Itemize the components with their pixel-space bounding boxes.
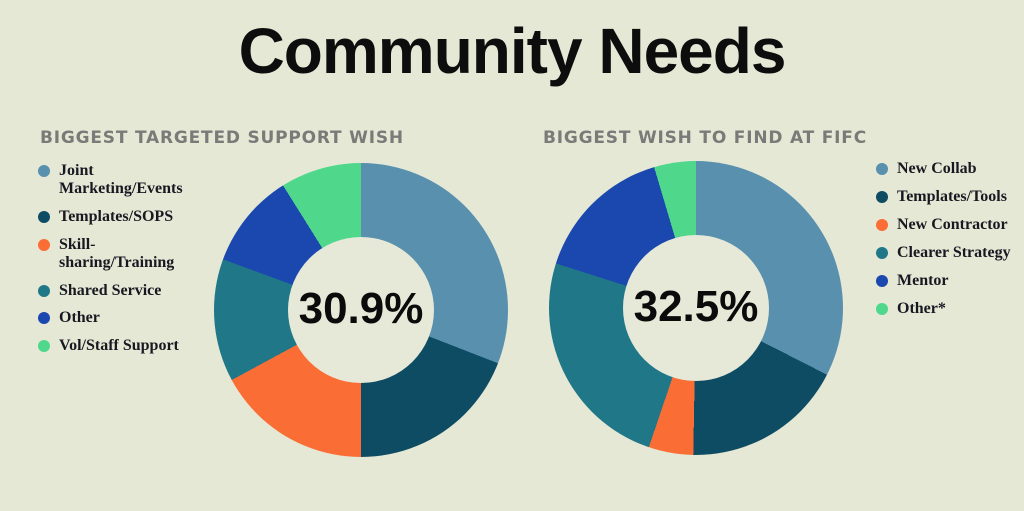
legend-item: Vol/Staff Support [38, 337, 208, 355]
legend-swatch-icon [38, 284, 50, 297]
legend-item: Other [38, 309, 208, 327]
donut-hole [288, 237, 434, 383]
legend-label: Mentor [897, 271, 949, 289]
legend-label: Templates/Tools [897, 187, 1007, 205]
legend-targeted-support: Joint Marketing/Events Templates/SOPS Skil… [38, 162, 208, 355]
legend-item: New Contractor [876, 216, 1024, 234]
legend-label: Skill-sharing/Training [59, 235, 175, 271]
legend-label: Joint Marketing/Events [59, 162, 183, 197]
legend-item: Templates/SOPS [38, 208, 208, 226]
legend-label: New Contractor [897, 215, 1008, 233]
legend-swatch-icon [38, 210, 50, 223]
donut-hole [623, 235, 769, 381]
legend-item: Shared Service [38, 282, 208, 300]
legend-swatch-icon [876, 274, 888, 287]
page-title: Community Needs [238, 15, 787, 87]
legend-item: Joint Marketing/Events [38, 162, 208, 198]
legend-swatch-icon [876, 302, 888, 315]
donut-chart-find-at-fifc: 32.5% [549, 161, 843, 455]
legend-find-at-fifc: New Collab Templates/Tools New Contractor C… [876, 160, 1024, 317]
legend-label: Clearer Strategy [897, 243, 1011, 261]
legend-label: Other [59, 309, 100, 327]
legend-label: Other* [897, 299, 946, 317]
donut-center-value: 32.5% [633, 282, 759, 331]
chart-title-targeted-support: BIGGEST TARGETED SUPPORT WISH [40, 128, 404, 148]
legend-swatch-icon [38, 340, 50, 353]
legend-item: Skill-sharing/Training [38, 236, 208, 272]
donut-center-value: 30.9% [298, 284, 424, 333]
legend-label: Vol/Staff Support [59, 337, 179, 355]
legend-swatch-icon [876, 163, 888, 175]
legend-label: New Collab [897, 160, 977, 177]
donut-chart-targeted-support: 30.9% [214, 163, 508, 457]
legend-label: Shared Service [59, 281, 162, 299]
legend-item: Other* [876, 300, 1024, 318]
legend-swatch-icon [38, 238, 50, 251]
legend-swatch-icon [38, 312, 50, 325]
legend-item: Clearer Strategy [876, 244, 1024, 262]
chart-title-find-at-fifc: BIGGEST WISH TO FIND AT FIFC [543, 128, 867, 148]
legend-swatch-icon [876, 218, 888, 231]
legend-label: Templates/SOPS [59, 207, 174, 225]
legend-swatch-icon [38, 165, 50, 177]
legend-swatch-icon [876, 190, 888, 203]
legend-swatch-icon [876, 246, 888, 259]
legend-item: Mentor [876, 272, 1024, 290]
legend-item: New Collab [876, 160, 1024, 178]
legend-item: Templates/Tools [876, 188, 1024, 206]
